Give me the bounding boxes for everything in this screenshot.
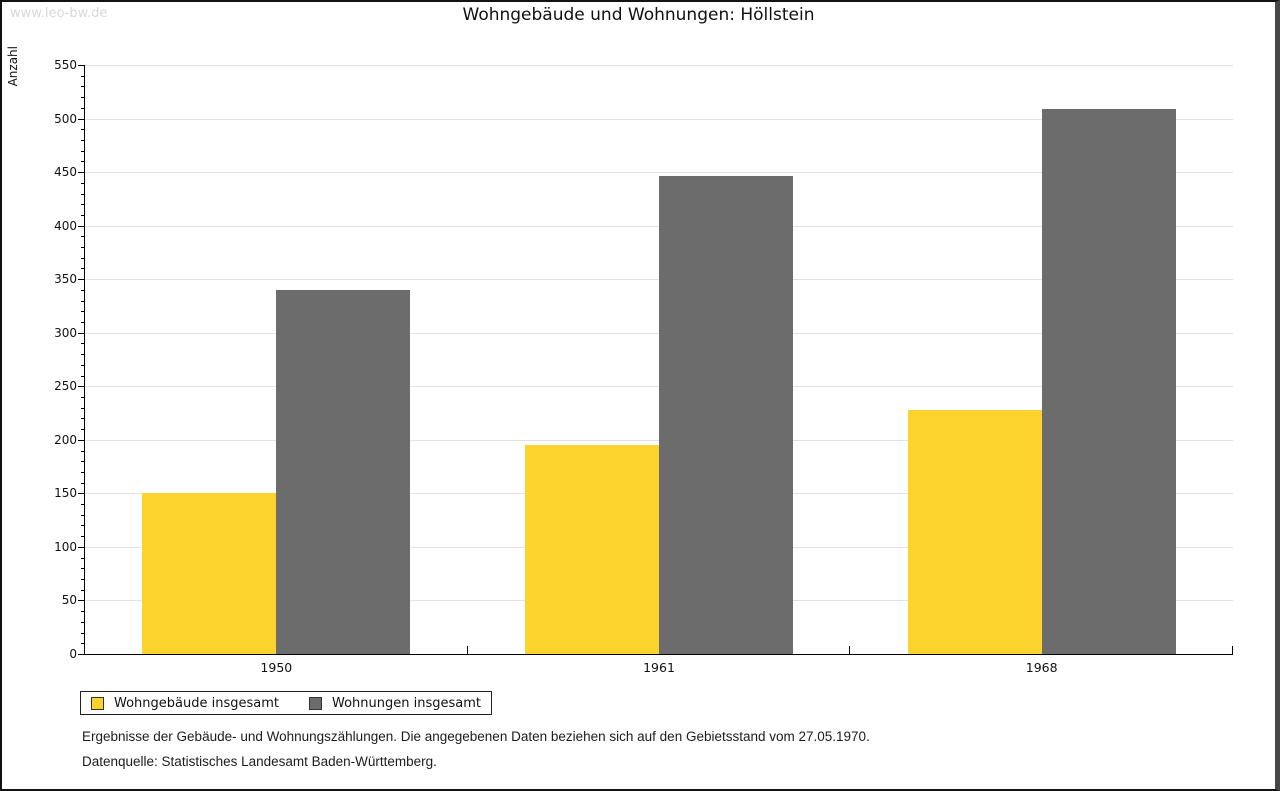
footnote-gebietsstand: Ergebnisse der Gebäude- und Wohnungszähl… (82, 729, 870, 744)
y-axis-title: Anzahl (6, 46, 20, 87)
watermark: www.leo-bw.de (10, 6, 108, 21)
footnote-datenquelle: Datenquelle: Statistisches Landesamt Bad… (82, 754, 437, 769)
y-minor-tick (81, 568, 85, 570)
y-minor-tick (81, 75, 85, 77)
y-minor-tick (81, 354, 85, 356)
y-major-tick (78, 546, 85, 548)
y-minor-tick (81, 182, 85, 184)
y-tick-label: 0 (69, 647, 77, 661)
y-gridline (85, 65, 1233, 66)
y-tick-label: 450 (54, 165, 77, 180)
y-major-tick (78, 65, 85, 66)
y-tick-label: 400 (54, 218, 77, 233)
y-major-tick (78, 654, 85, 655)
y-tick-label: 500 (54, 111, 77, 126)
y-minor-tick (81, 504, 85, 506)
y-minor-tick (81, 418, 85, 420)
y-minor-tick (81, 97, 85, 99)
y-tick-label: 150 (54, 486, 77, 501)
y-minor-tick (81, 193, 85, 195)
y-major-tick (78, 172, 85, 174)
y-major-tick (78, 439, 85, 441)
y-minor-tick (81, 396, 85, 398)
y-minor-tick (81, 311, 85, 313)
y-minor-tick (81, 289, 85, 291)
y-minor-tick (81, 514, 85, 516)
y-minor-tick (81, 429, 85, 431)
y-minor-tick (81, 579, 85, 581)
y-gridline (85, 172, 1233, 174)
y-minor-tick (81, 343, 85, 345)
legend-item-wohnungen: Wohnungen insgesamt (309, 696, 481, 711)
y-minor-tick (81, 450, 85, 452)
y-tick-label: 250 (54, 379, 77, 394)
y-minor-tick (81, 214, 85, 216)
y-major-tick (78, 332, 85, 334)
x-tick-label: 1961 (643, 660, 675, 675)
x-axis-tick (1232, 646, 1233, 654)
bar-wohngebaeude-1961 (525, 445, 659, 654)
x-tick-label: 1968 (1025, 660, 1058, 675)
y-minor-tick (81, 525, 85, 527)
y-minor-tick (81, 150, 85, 152)
y-minor-tick (81, 300, 85, 302)
y-major-tick (78, 225, 85, 227)
y-minor-tick (81, 482, 85, 484)
y-minor-tick (81, 375, 85, 377)
y-tick-label: 50 (61, 593, 77, 608)
bar-wohnungen-1950 (276, 289, 411, 654)
bar-wohngebaeude-1950 (142, 493, 277, 654)
y-minor-tick (81, 161, 85, 163)
x-axis-tick (466, 646, 468, 654)
legend-item-wohngebaeude: Wohngebäude insgesamt (91, 696, 279, 711)
y-minor-tick (81, 268, 85, 270)
x-axis-tick (849, 646, 851, 654)
legend-label-wohnungen: Wohnungen insgesamt (332, 695, 481, 711)
bar-wohnungen-1961 (659, 176, 793, 654)
y-major-tick (78, 600, 85, 602)
y-minor-tick (81, 322, 85, 324)
y-major-tick (78, 118, 85, 120)
y-minor-tick (81, 364, 85, 366)
y-minor-tick (81, 471, 85, 473)
y-tick-label: 200 (54, 432, 77, 447)
y-minor-tick (81, 621, 85, 623)
chart-title: Wohngebäude und Wohnungen: Höllstein (462, 5, 815, 25)
y-minor-tick (81, 632, 85, 634)
legend-swatch-wohnungen (309, 696, 322, 710)
y-minor-tick (81, 407, 85, 409)
y-minor-tick (81, 129, 85, 131)
y-minor-tick (81, 257, 85, 259)
y-minor-tick (81, 107, 85, 109)
y-tick-label: 300 (54, 325, 77, 340)
legend-swatch-wohngebaeude (91, 696, 104, 710)
x-tick-label: 1950 (260, 660, 293, 675)
y-minor-tick (81, 536, 85, 538)
y-minor-tick (81, 557, 85, 559)
y-gridline (85, 118, 1233, 120)
y-minor-tick (81, 204, 85, 206)
y-minor-tick (81, 611, 85, 613)
bar-wohngebaeude-1968 (907, 409, 1042, 654)
legend-label-wohngebaeude: Wohngebäude insgesamt (114, 695, 279, 711)
y-tick-label: 100 (54, 539, 77, 554)
y-minor-tick (81, 461, 85, 463)
y-minor-tick (81, 86, 85, 88)
y-minor-tick (81, 139, 85, 141)
legend: Wohngebäude insgesamt Wohnungen insgesam… (80, 691, 492, 715)
y-major-tick (78, 386, 85, 388)
y-minor-tick (81, 247, 85, 249)
y-minor-tick (81, 236, 85, 238)
y-minor-tick (81, 643, 85, 645)
plot-area: 0 50 100 150 200 250 300 350 400 450 500 550 1950 196… (54, 58, 1233, 675)
y-tick-label: 550 (54, 58, 77, 72)
y-major-tick (78, 493, 85, 495)
y-major-tick (78, 279, 85, 281)
bar-wohnungen-1968 (1041, 108, 1176, 654)
y-minor-tick (81, 589, 85, 591)
y-tick-label: 350 (54, 272, 77, 287)
